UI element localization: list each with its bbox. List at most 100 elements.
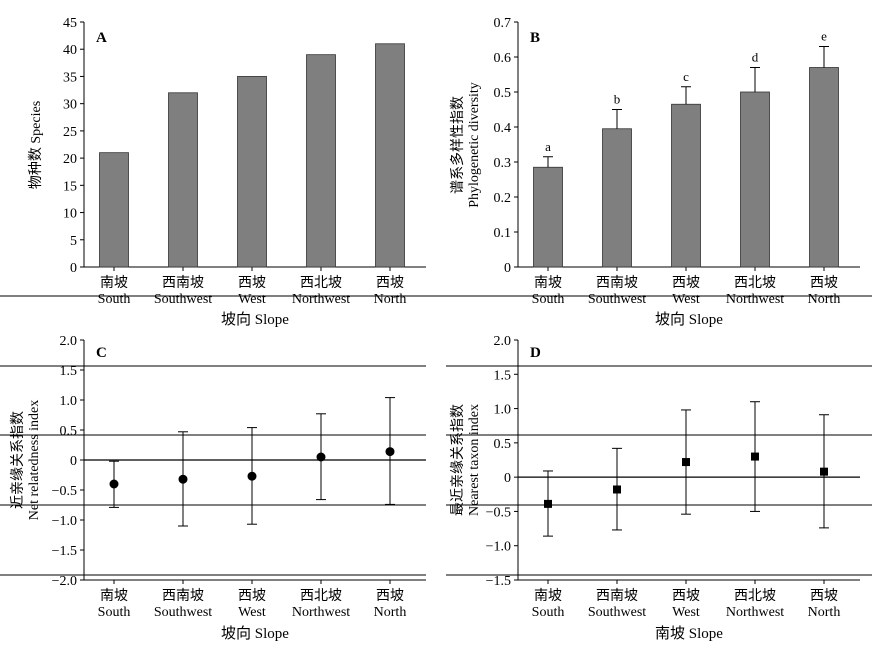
x-tick-label-en: West [672,292,700,307]
x-tick-label-en: North [374,292,407,307]
y-tick-label: 0.3 [494,156,512,171]
x-tick-label-zh: 西北坡 [300,588,342,604]
x-tick-label-en: Northwest [292,292,350,307]
x-tick-label-zh: 西坡 [238,275,266,291]
x-tick-label-zh: 南坡 [100,588,128,604]
y-tick-label: 0 [504,471,511,486]
y-tick-label: −0.5 [52,484,77,499]
y-tick-label: −1.5 [486,574,511,589]
significance-label: a [545,139,551,154]
panel-letter: C [96,345,107,361]
y-tick-label: −1.0 [486,540,511,555]
y-tick-label: 0 [70,454,77,469]
x-tick-label-zh: 西北坡 [300,275,342,291]
y-axis-label: Net relatedness index [27,400,42,521]
x-tick-label-en: North [808,292,841,307]
data-point [682,458,690,467]
x-tick-label-zh: 西南坡 [162,588,204,604]
bar [375,43,405,268]
x-tick-label-en: Southwest [588,292,646,307]
x-tick-label-en: Northwest [726,605,784,620]
x-tick-label-en: North [808,605,841,620]
y-tick-label: 2.0 [494,334,512,349]
y-tick-label: 0.5 [494,86,512,101]
y-tick-label: −1.0 [52,514,77,529]
y-axis-label: 谱系多样性指数 [449,96,466,194]
significance-label: d [752,50,759,65]
x-tick-label-en: Southwest [588,605,646,620]
panel-letter: B [530,30,540,46]
x-axis-label: 南坡 Slope [655,625,723,642]
bar [306,54,336,268]
x-tick-label-en: West [672,605,700,620]
x-tick-label-zh: 西坡 [376,275,404,291]
y-tick-label: 0.2 [494,191,512,206]
bar [237,76,267,268]
y-tick-label: −1.5 [52,544,77,559]
x-tick-label-en: Southwest [154,605,212,620]
y-tick-label: 40 [63,43,77,58]
x-tick-label-en: South [98,605,131,620]
bar [533,166,563,268]
data-point [178,474,188,484]
y-tick-label: 0.1 [494,226,512,241]
y-axis-label: 物种数 Species [28,101,44,189]
y-tick-label: 1.0 [60,394,78,409]
y-tick-label: 2.0 [60,334,78,349]
data-point [751,452,759,461]
x-axis-label: 坡向 Slope [221,311,289,328]
y-axis-label: Phylogenetic diversity [467,82,482,208]
bar [740,91,770,268]
bar [671,103,701,268]
x-tick-label-en: South [532,292,565,307]
x-axis-label: 坡向 Slope [221,625,289,642]
y-tick-label: 25 [63,125,77,140]
y-axis-label: Nearest taxon index [467,404,482,516]
data-point [613,485,621,494]
y-tick-label: 1.5 [494,368,512,383]
significance-label: c [683,69,689,84]
y-tick-label: −0.5 [486,505,511,520]
x-tick-label-zh: 西坡 [810,588,838,604]
x-tick-label-en: Northwest [726,292,784,307]
y-tick-label: 1.0 [494,403,512,418]
panel-letter: D [530,345,541,361]
x-tick-label-en: West [238,292,266,307]
y-tick-label: 0.5 [60,424,78,439]
x-tick-label-zh: 西坡 [810,275,838,291]
y-tick-label: 30 [63,98,77,113]
x-tick-label-zh: 西北坡 [734,588,776,604]
x-tick-label-zh: 西坡 [376,588,404,604]
x-tick-label-en: West [238,605,266,620]
x-tick-label-zh: 南坡 [100,275,128,291]
x-tick-label-zh: 西南坡 [162,275,204,291]
data-point [820,467,828,476]
y-tick-label: 0.7 [494,16,512,31]
x-tick-label-zh: 西南坡 [596,588,638,604]
x-tick-label-zh: 西坡 [238,588,266,604]
y-tick-label: 0.5 [494,437,512,452]
significance-label: e [821,29,827,44]
y-axis-label: 最近亲缘关系指数 [450,404,466,516]
x-tick-label-en: Southwest [154,292,212,307]
panel-letter: A [96,30,107,46]
bar [99,152,129,268]
x-axis-label: 坡向 Slope [655,311,723,328]
x-tick-label-zh: 南坡 [534,588,562,604]
x-tick-label-zh: 西坡 [672,588,700,604]
y-tick-label: 35 [63,70,77,85]
x-tick-label-zh: 南坡 [534,275,562,291]
y-tick-label: 20 [63,152,77,167]
y-tick-label: 5 [70,234,77,249]
y-tick-label: 0 [70,261,77,276]
panel-a: 051015202530354045南坡South西南坡Southwest西坡W… [28,16,426,328]
y-tick-label: 45 [63,16,77,31]
x-tick-label-zh: 西北坡 [734,275,776,291]
x-tick-label-zh: 西南坡 [596,275,638,291]
x-tick-label-en: South [98,292,131,307]
y-tick-label: 0.6 [494,51,512,66]
y-tick-label: 1.5 [60,364,78,379]
